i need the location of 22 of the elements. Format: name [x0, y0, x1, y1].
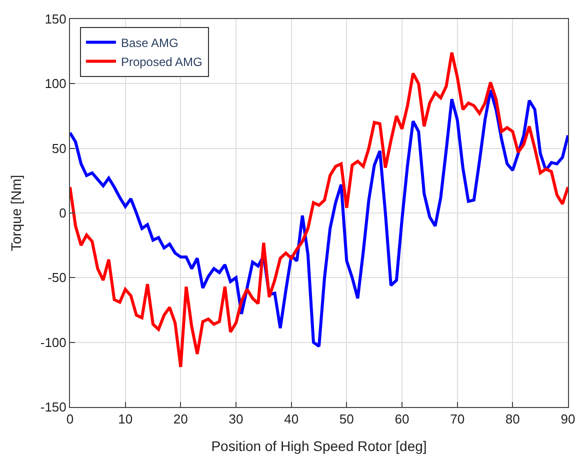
line-series	[70, 88, 568, 348]
y-tick-label: 0	[59, 206, 66, 221]
x-tick-label: 70	[450, 412, 465, 427]
x-tick-label: 40	[284, 412, 299, 427]
line-series	[70, 51, 568, 368]
x-tick-label: 60	[394, 412, 410, 427]
x-tick-label: 20	[173, 412, 188, 427]
y-tick-label: -100	[40, 334, 66, 350]
x-tick-label: 50	[339, 412, 354, 427]
y-tick-label: -150	[40, 400, 66, 415]
y-tick-label: -50	[48, 270, 66, 286]
y-tick-label: 100	[44, 76, 66, 92]
y-tick-label: 150	[44, 12, 66, 27]
x-tick-label: 10	[118, 412, 133, 427]
x-axis-title: Position of High Speed Rotor [deg]	[211, 438, 427, 454]
y-axis-title: Torque [Nm]	[8, 174, 24, 252]
legend-label: Proposed AMG	[120, 54, 202, 69]
x-tick-label: 30	[228, 412, 244, 427]
x-tick-label: 90	[560, 412, 576, 427]
legend-label: Base AMG	[120, 36, 178, 50]
y-tick-label: 50	[52, 140, 66, 156]
x-tick-label: 80	[505, 412, 520, 427]
